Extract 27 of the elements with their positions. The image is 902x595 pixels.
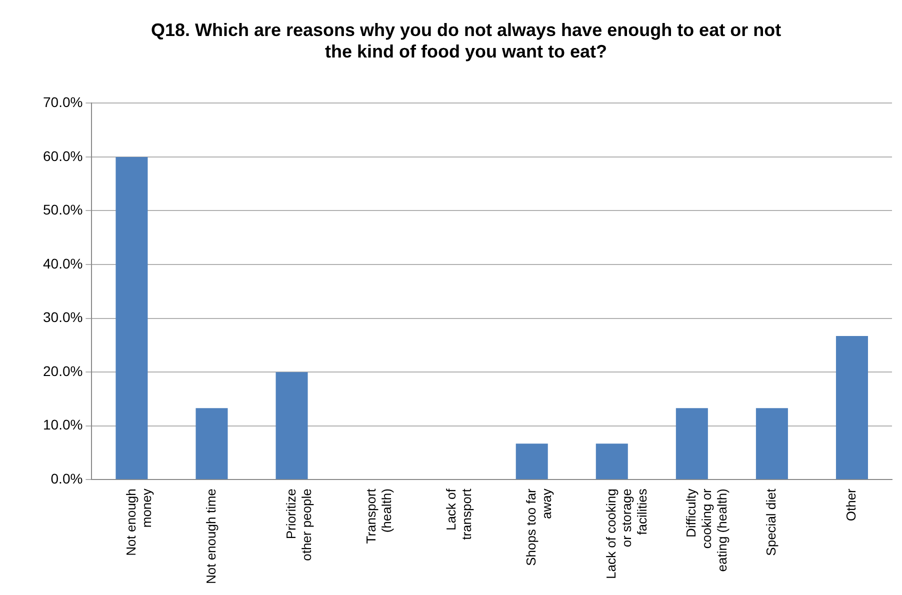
x-tick-label: Prioritize other people	[283, 488, 314, 561]
x-tick-label: Shops too far away	[523, 488, 554, 566]
x-tick-label: Lack of cooking or storage facilities	[603, 488, 650, 579]
x-tick-label: Other	[844, 488, 859, 522]
y-tick-label: 30.0%	[42, 309, 83, 326]
y-tick-label: 0.0%	[50, 470, 83, 486]
y-tick-label: 40.0%	[42, 255, 83, 272]
y-tick-label: 70.0%	[42, 94, 83, 110]
y-tick-label: 20.0%	[42, 362, 83, 379]
x-tick-label: Special diet	[764, 488, 779, 556]
bar	[596, 444, 628, 480]
x-tick-label: Not enough time	[203, 488, 218, 584]
y-tick-label: 60.0%	[42, 148, 83, 164]
x-tick-label: Difficulty cooking or eating (health)	[684, 488, 730, 572]
y-tick-label: 10.0%	[42, 416, 83, 433]
x-tick-label: Not enough money	[123, 488, 154, 556]
bar	[516, 444, 548, 480]
y-tick-label: 50.0%	[42, 202, 83, 218]
bar	[676, 408, 708, 480]
x-tick-label: Lack of transport	[443, 488, 474, 540]
bar	[116, 156, 148, 480]
chart-title: Q18. Which are reasons why you do not always have enough to eat or not the kind of food you want to eat?	[150, 20, 782, 62]
bar	[836, 336, 868, 480]
bar	[276, 372, 308, 480]
bar	[196, 408, 228, 480]
x-tick-label: Transport (health)	[363, 488, 394, 544]
bar	[756, 408, 788, 480]
